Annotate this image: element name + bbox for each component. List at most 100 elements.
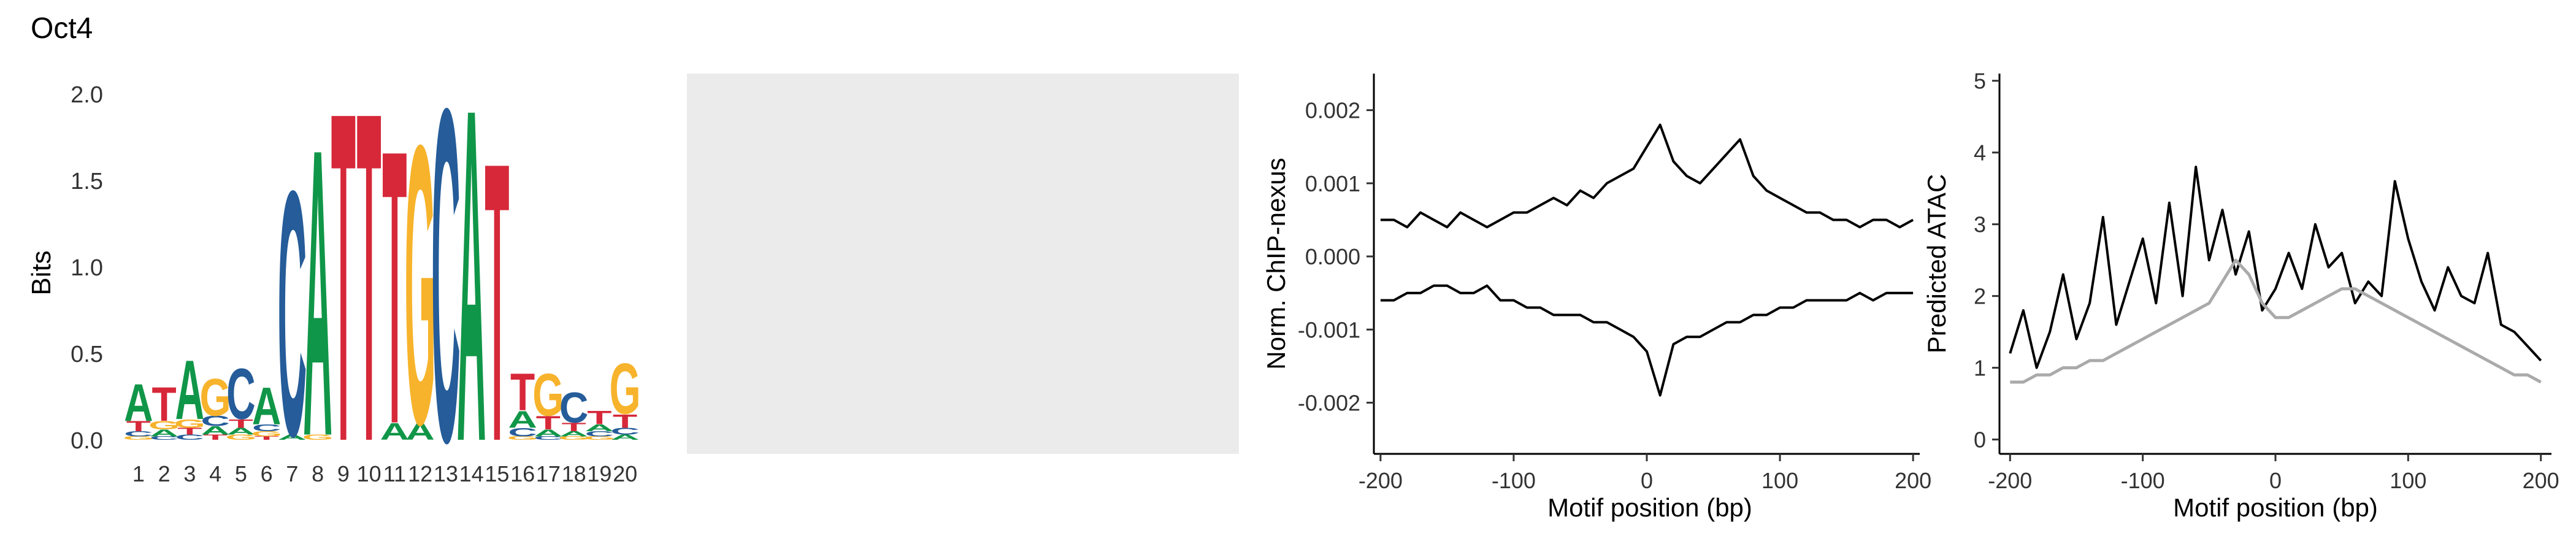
logo-letter-A: A: [405, 418, 434, 445]
series-line-1: [1380, 123, 1914, 229]
logo-letter-T: T: [613, 410, 637, 432]
logo-letter-A: A: [457, 9, 486, 541]
logo-letter-G: G: [123, 435, 154, 441]
chip-panel: -0.002 -0.001 0.000 0.001 0.002 -200 -100 0 100…: [1262, 74, 1931, 522]
logo-letter-A: A: [303, 63, 332, 521]
logo-letter-C: C: [278, 118, 307, 510]
logo-letter-C: C: [610, 426, 639, 437]
logo-x-tick-label: 13: [434, 461, 458, 486]
y-tick-label: 1: [1974, 356, 1986, 381]
logo-letter-C: C: [124, 430, 153, 438]
atac-x-ticks: -200 -100 0 100 200: [1988, 454, 2559, 493]
logo-letter-T: T: [536, 412, 561, 433]
atac-xlabel: Motif position (bp): [2173, 493, 2378, 522]
logo-letter-C: C: [252, 423, 281, 433]
logo-letter-A: A: [559, 430, 588, 438]
logo-x-tick-label: 3: [183, 461, 196, 486]
y-tick-label: 0: [1974, 427, 1986, 453]
logo-x-tick-label: 5: [235, 461, 247, 486]
empty-panel: [687, 74, 1239, 454]
logo-x-tick-label: 12: [408, 461, 432, 486]
logo-letter-T: T: [510, 362, 535, 422]
logo-letter-C: C: [150, 435, 178, 441]
logo-x-ticks: 1 2 3 4 5 6 7 8 9 10 11 12 13 14 15 16 17 18 19 20: [132, 461, 637, 486]
logo-letter-T: T: [357, 15, 381, 540]
x-tick-label: 0: [1641, 468, 1653, 493]
logo-letter-C: C: [201, 413, 229, 429]
logo-y-tick-label: 0.0: [71, 428, 103, 454]
logo-letter-C: C: [431, 9, 460, 541]
logo-x-tick-label: 19: [587, 461, 611, 486]
logo-y-tick-label: 1.0: [71, 255, 103, 281]
logo-letter-G: G: [251, 430, 282, 438]
logo-letter-G: G: [148, 419, 180, 432]
logo-x-tick-label: 1: [132, 461, 145, 486]
logo-letter-A: A: [226, 426, 255, 437]
logo-letter-T: T: [126, 418, 151, 434]
logo-letter-G: G: [558, 435, 589, 441]
logo-y-ticks: 0.0 0.5 1.0 1.5 2.0: [71, 82, 103, 454]
y-tick-label: 5: [1974, 69, 1986, 94]
atac-ylabel: Predicted ATAC: [1922, 174, 1951, 354]
logo-x-tick-label: 6: [261, 461, 273, 486]
y-tick-label: -0.001: [1298, 317, 1360, 342]
logo-letter-C: C: [559, 384, 588, 432]
logo-x-tick-label: 8: [312, 461, 324, 486]
logo-letter-A: A: [610, 434, 639, 442]
logo-letter-G: G: [507, 435, 539, 441]
logo-letter-C: C: [508, 426, 537, 439]
logo-letter-G: G: [532, 361, 564, 429]
logo-letter-A: A: [150, 428, 178, 439]
logo-letter-T: T: [152, 377, 177, 431]
logo-letter-T: T: [485, 79, 509, 524]
logo-letter-T: T: [255, 435, 280, 441]
y-tick-label: 0.001: [1305, 171, 1360, 196]
chip-xlabel: Motif position (bp): [1547, 493, 1752, 522]
logo-letter-A: A: [175, 342, 204, 437]
y-tick-label: 0.000: [1305, 244, 1360, 269]
x-tick-label: -200: [1988, 468, 2032, 493]
y-tick-label: -0.002: [1298, 391, 1360, 416]
logo-letter-T: T: [587, 407, 611, 428]
chip-y-ticks: -0.002 -0.001 0.000 0.001 0.002: [1298, 98, 1374, 416]
logo-letter-G: G: [174, 417, 205, 431]
logo-letter-G: G: [610, 350, 641, 430]
y-tick-label: 3: [1974, 212, 1986, 237]
series-line-2: [2010, 258, 2542, 384]
logo-y-tick-label: 2.0: [71, 82, 103, 108]
logo-letter-A: A: [534, 428, 562, 439]
x-tick-label: -200: [1359, 468, 1403, 493]
logo-letter-A: A: [252, 377, 281, 436]
logo-letter-A: A: [585, 423, 614, 433]
logo-letter-T: T: [562, 420, 587, 434]
logo-x-tick-label: 17: [536, 461, 561, 486]
logo-x-tick-label: 10: [357, 461, 381, 486]
logo-y-tick-label: 1.5: [71, 169, 103, 194]
logo-ylabel: Bits: [26, 250, 56, 295]
logo-panel: Bits 0.00.51.01.52.0 GCTACAGTCTGATACGGAT…: [26, 9, 641, 541]
atac-y-ticks: 0 1 2 3 4 5: [1974, 69, 1999, 453]
x-tick-label: 100: [2390, 468, 2426, 493]
logo-letter-C: C: [534, 435, 562, 441]
series-line-1: [2009, 166, 2542, 369]
logo-letter-T: T: [382, 69, 407, 506]
logo-letter-G: G: [584, 435, 615, 441]
atac-panel: 0 1 2 3 4 5 -200 -100 0 100 200 Predicted ATAC Mo…: [1922, 69, 2559, 522]
x-tick-label: 100: [1761, 468, 1798, 493]
logo-letter-C: C: [585, 430, 614, 438]
logo-x-tick-label: 2: [158, 461, 171, 486]
logo-letter-A: A: [508, 406, 537, 433]
logo-letter-C: C: [175, 434, 204, 442]
logo-x-tick-label: 16: [510, 461, 535, 486]
logo-x-tick-label: 11: [383, 461, 406, 486]
logo-letter-T: T: [203, 434, 228, 442]
logo-y-tick-label: 0.5: [71, 342, 103, 367]
x-tick-label: -100: [2121, 468, 2165, 493]
logo-letter-T: T: [331, 15, 356, 540]
x-tick-label: 200: [1895, 468, 1931, 493]
logo-letter-G: G: [302, 434, 334, 442]
logo-x-tick-label: 18: [562, 461, 586, 486]
figure-title: Oct4: [31, 12, 93, 45]
